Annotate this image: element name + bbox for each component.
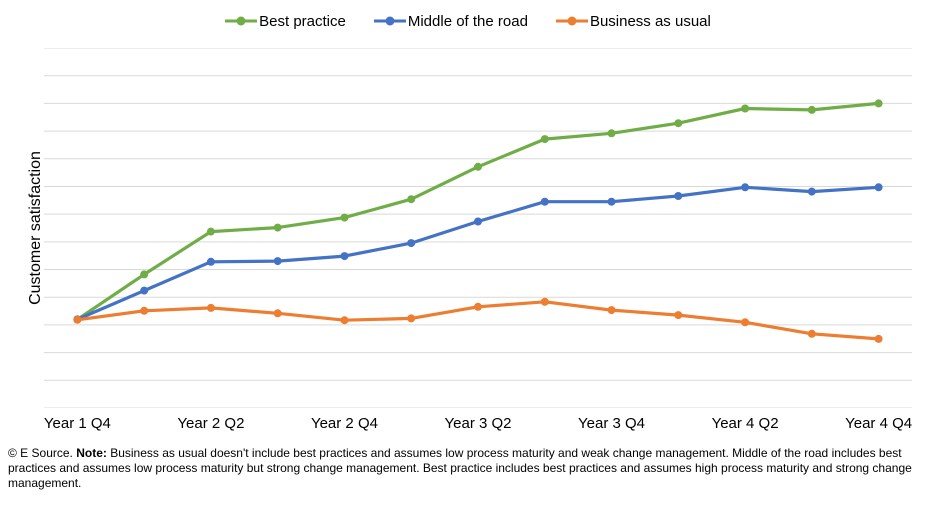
legend-line-marker-icon [373, 16, 406, 26]
data-point-best-practice [273, 223, 282, 232]
data-point-business-as-usual [607, 306, 616, 315]
data-point-business-as-usual [474, 302, 482, 311]
legend-label: Best practice [259, 12, 346, 30]
data-point-business-as-usual [140, 306, 149, 315]
chart-legend: Best practice Middle of the road Business … [0, 8, 936, 34]
x-axis-label-year-4-q2: Year 4 Q2 [711, 415, 779, 432]
data-point-business-as-usual [273, 309, 282, 318]
x-axis-label-year-2-q2: Year 2 Q2 [177, 415, 245, 432]
data-point-middle-of-the-road [206, 257, 215, 266]
data-point-middle-of-the-road [874, 183, 883, 192]
legend-line-marker-icon [225, 16, 258, 26]
data-point-best-practice [140, 270, 149, 279]
legend-item-business-as-usual: Business as usual [555, 12, 711, 30]
data-point-best-practice [674, 119, 683, 128]
x-axis-labels: Year 1 Q4 Year 2 Q2 Year 2 Q4 Year 3 Q2 Year… [0, 415, 936, 437]
data-point-business-as-usual [73, 315, 82, 324]
legend-line-marker-icon [555, 16, 588, 26]
data-point-middle-of-the-road [807, 187, 816, 196]
data-point-best-practice [340, 213, 349, 222]
data-point-middle-of-the-road [140, 286, 149, 295]
note-text: Business as usual doesn't include best p… [8, 446, 912, 490]
data-point-business-as-usual [807, 329, 816, 338]
y-axis-title: Customer satisfaction [27, 151, 44, 305]
footnote: © E Source. Note: Business as usual does… [8, 446, 929, 491]
data-point-middle-of-the-road [407, 239, 416, 248]
data-point-best-practice [206, 227, 215, 236]
series-line-middle-of-the-road [75, 185, 881, 321]
data-point-middle-of-the-road [674, 192, 683, 200]
data-point-best-practice [874, 99, 883, 108]
x-axis-label-year-3-q4: Year 3 Q4 [578, 415, 646, 432]
legend-label: Business as usual [589, 12, 711, 30]
series-line-best-practice [75, 101, 881, 321]
data-point-middle-of-the-road [607, 197, 616, 206]
legend-label: Middle of the road [407, 12, 528, 30]
data-point-middle-of-the-road [340, 252, 349, 261]
data-point-middle-of-the-road [741, 183, 750, 192]
x-axis-label-year-2-q4: Year 2 Q4 [310, 415, 378, 432]
copyright-text: © E Source. [8, 446, 77, 460]
x-axis-label-year-3-q2: Year 3 Q2 [444, 415, 512, 432]
data-point-best-practice [741, 104, 750, 113]
data-point-best-practice [607, 129, 616, 138]
data-point-business-as-usual [340, 316, 349, 325]
legend-item-middle-of-the-road: Middle of the road [373, 12, 528, 30]
legend-item-best-practice: Best practice [225, 13, 346, 30]
data-point-best-practice [407, 195, 416, 204]
note-label: Note: [76, 446, 107, 460]
data-point-middle-of-the-road [540, 197, 549, 206]
data-point-middle-of-the-road [474, 217, 482, 226]
data-point-best-practice [540, 135, 549, 144]
data-point-business-as-usual [874, 334, 883, 343]
x-axis-label-year-4-q4: Year 4 Q4 [845, 415, 913, 432]
data-point-middle-of-the-road [273, 257, 282, 266]
data-point-business-as-usual [741, 318, 750, 327]
x-axis-label-year-1-q4: Year 1 Q4 [43, 415, 111, 432]
data-point-best-practice [474, 162, 482, 171]
data-point-best-practice [807, 105, 816, 114]
data-point-business-as-usual [674, 311, 683, 320]
line-plot [44, 48, 912, 408]
data-point-business-as-usual [540, 297, 549, 306]
data-point-business-as-usual [206, 303, 215, 312]
data-point-business-as-usual [407, 314, 416, 323]
